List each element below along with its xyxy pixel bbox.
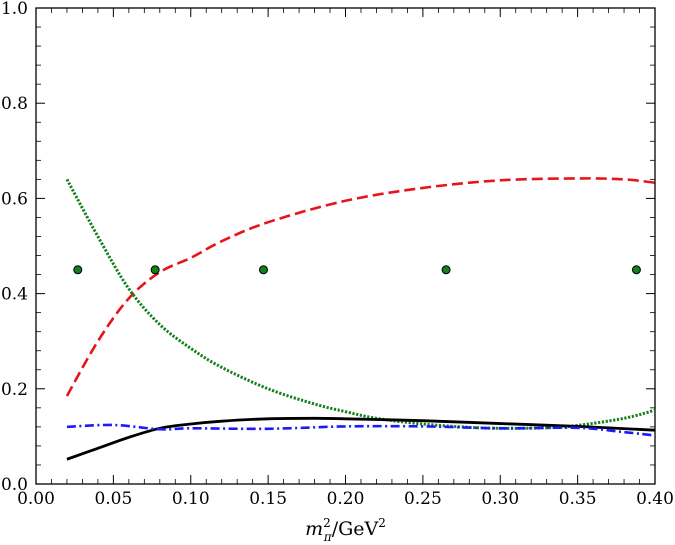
series-line-solid xyxy=(66,416,655,461)
x-tick-label: 0.10 xyxy=(172,489,210,509)
x-tick-label: 0.05 xyxy=(94,489,132,509)
x-tick-label: 0.30 xyxy=(481,489,519,509)
x-tick-label: 0.20 xyxy=(327,489,365,509)
data-point-marker xyxy=(631,265,641,275)
x-axis-label: m2 π/GeV2 xyxy=(305,516,386,544)
series-layer xyxy=(65,177,655,461)
y-tick-label: 0.6 xyxy=(1,189,28,209)
x-tick-label: 0.25 xyxy=(404,489,442,509)
x-tick-label: 0.35 xyxy=(559,489,597,509)
series-line-dashed xyxy=(65,177,655,397)
data-point-marker xyxy=(441,265,451,275)
x-tick-label: 0.15 xyxy=(249,489,287,509)
x-tick-label: 0.00 xyxy=(17,489,55,509)
x-tick-label: 0.40 xyxy=(636,489,674,509)
tick-label-layer: 0.00 0.05 0.10 0.15 0.20 0.25 0.30 0.35 0.40 0.0 0… xyxy=(1,0,674,509)
y-tick-label: 0.4 xyxy=(1,285,28,305)
data-point-marker xyxy=(73,265,83,275)
data-point-marker xyxy=(258,265,268,275)
y-tick-label: 0.0 xyxy=(1,475,28,495)
series-line-dotted xyxy=(65,178,655,430)
series-line-dashdot xyxy=(66,423,655,437)
y-tick-label: 1.0 xyxy=(1,0,28,19)
y-tick-label: 0.8 xyxy=(1,94,28,114)
y-tick-label: 0.2 xyxy=(1,380,28,400)
data-point-marker xyxy=(150,265,160,275)
tick-layer xyxy=(35,7,656,485)
